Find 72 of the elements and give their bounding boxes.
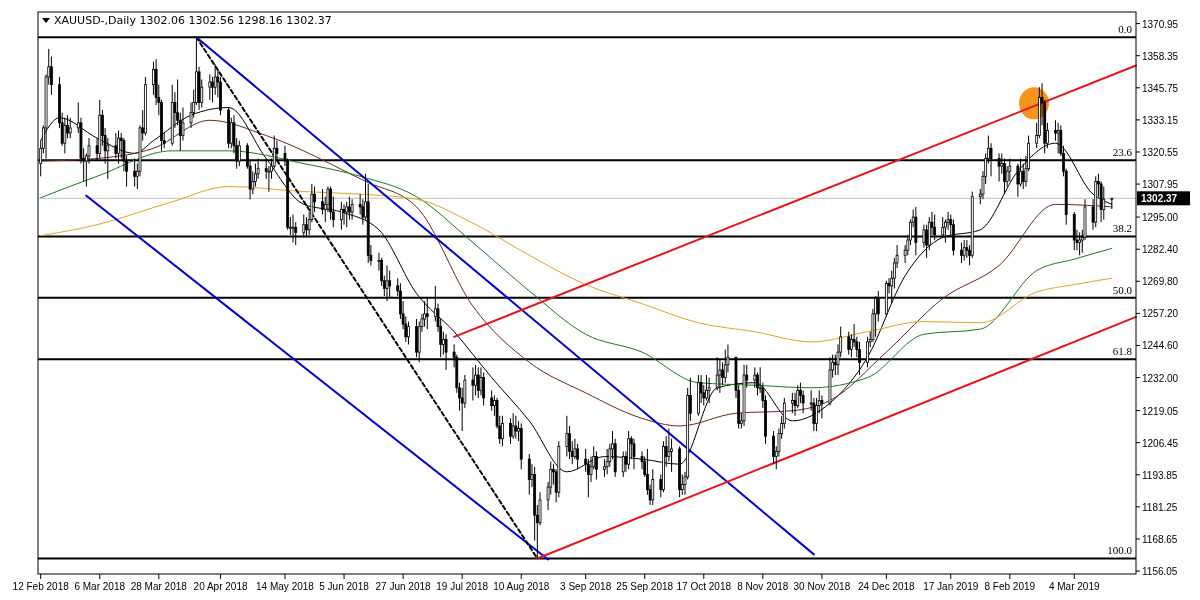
x-tick-label: 10 Aug 2018 (493, 581, 550, 592)
candlestick (211, 76, 214, 103)
line-series (40, 186, 1113, 343)
candlestick (960, 242, 963, 264)
ref-line-label: 1302.37 (1141, 193, 1178, 205)
x-tick-label: 8 Feb 2019 (984, 581, 1036, 592)
annotation: 50.0 (1112, 283, 1133, 296)
candlestick (514, 415, 518, 440)
x-tick-label: 14 May 2018 (256, 581, 315, 592)
annotation: 61.8 (1112, 345, 1133, 358)
candlestick (339, 201, 343, 231)
y-tick-label: 1193.85 (1142, 469, 1178, 481)
y-tick-label: 1168.65 (1142, 533, 1178, 545)
y-tick-label: 1269.80 (1142, 276, 1179, 288)
y-tick-label: 1219.05 (1142, 405, 1179, 417)
x-tick-label: 3 Sep 2018 (560, 581, 612, 592)
candlestick (565, 415, 569, 458)
y-tick-label: 1307.95 (1142, 179, 1179, 191)
candlestick (651, 468, 655, 506)
candlestick (772, 430, 775, 465)
candlestick (501, 415, 504, 447)
x-tick-label: 6 Mar 2018 (74, 581, 126, 592)
y-tick-label: 1181.25 (1142, 501, 1178, 513)
x-tick-label: 17 Jan 2019 (923, 581, 979, 592)
y-tick-label: 1295.00 (1142, 212, 1179, 224)
candlestick (527, 453, 531, 496)
y-tick-label: 1156.05 (1142, 566, 1178, 578)
candlestick (511, 412, 515, 440)
candlestick (407, 321, 410, 345)
candlestick (482, 371, 486, 407)
x-tick-label: 27 Jun 2018 (375, 581, 432, 592)
y-tick-label: 1345.75 (1142, 82, 1179, 94)
annotation: 0.0 (1118, 23, 1133, 36)
annotation: 38.2 (1112, 222, 1132, 235)
x-tick-label: 20 Apr 2018 (193, 581, 248, 592)
annotation: 23.6 (1112, 146, 1133, 159)
y-tick-label: 1358.35 (1142, 50, 1179, 62)
x-tick-label: 19 Jul 2018 (436, 581, 489, 592)
y-tick-label: 1206.45 (1142, 437, 1179, 449)
x-tick-label: 28 Mar 2018 (130, 581, 188, 592)
candlestick (756, 371, 759, 396)
chart-title: XAUUSD-,Daily 1302.06 1302.56 1298.16 1302.37 (54, 14, 332, 27)
candlestick (342, 203, 346, 226)
candlestick (471, 366, 475, 402)
y-tick-label: 1244.60 (1142, 340, 1179, 352)
x-tick-label: 5 Jun 2018 (319, 581, 370, 592)
candlestick (632, 438, 636, 470)
candlestick (63, 117, 67, 154)
y-tick-label: 1370.95 (1142, 18, 1179, 30)
x-tick-label: 4 Mar 2019 (1048, 581, 1100, 592)
candlestick (68, 117, 72, 139)
x-tick-label: 24 Dec 2018 (857, 581, 916, 592)
x-tick-label: 30 Nov 2018 (793, 581, 851, 592)
x-tick-label: 12 Feb 2018 (12, 581, 70, 592)
candlestick (707, 377, 711, 404)
candlestick (509, 417, 512, 445)
y-tick-label: 1282.40 (1142, 244, 1179, 256)
x-tick-label: 8 Nov 2018 (737, 581, 789, 592)
candlestick (925, 224, 928, 259)
y-tick-label: 1320.55 (1142, 146, 1179, 158)
candlestick (576, 443, 579, 470)
x-tick-label: 25 Sep 2018 (616, 581, 674, 592)
candlestick (820, 394, 824, 419)
candlestick (208, 73, 212, 101)
candlestick (962, 239, 966, 261)
y-tick-label: 1232.00 (1142, 372, 1179, 384)
y-tick-label: 1257.20 (1142, 308, 1179, 320)
line-series (40, 119, 1113, 427)
annotation: 100.0 (1107, 544, 1133, 557)
x-tick-label: 17 Oct 2018 (676, 581, 732, 592)
candlestick (705, 374, 708, 402)
y-tick-label: 1333.15 (1142, 114, 1179, 126)
